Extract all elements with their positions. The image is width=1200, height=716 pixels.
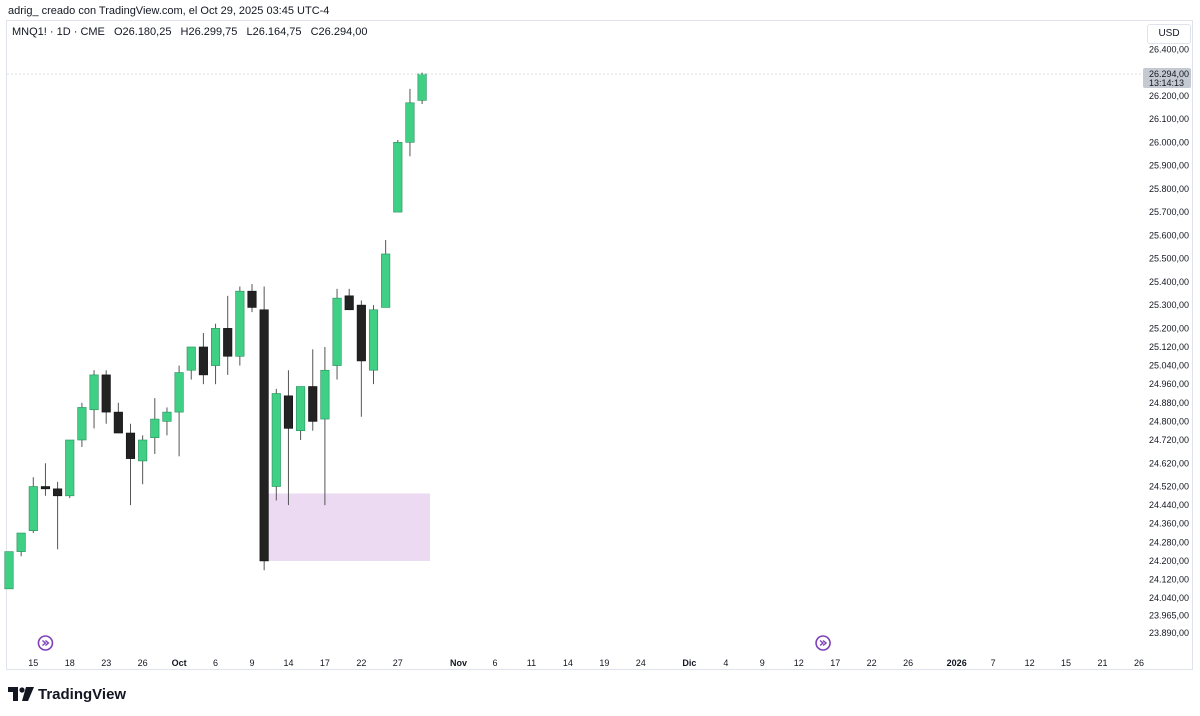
currency-button[interactable]: USD [1147,24,1191,44]
ohlc-open: O26.180,25 [113,26,172,38]
ohlc-close: C26.294,00 [310,26,368,38]
ohlc-low: L26.164,75 [246,26,302,38]
symbol-legend: MNQ1! · 1D · CME O26.180,25 H26.299,75 L… [12,26,374,38]
symbol-label[interactable]: MNQ1! · 1D · CME [12,26,105,38]
chart-frame [6,20,1193,670]
chart-author-caption: adrig_ creado con TradingView.com, el Oc… [8,5,330,17]
ohlc-high: H26.299,75 [180,26,238,38]
tradingview-logo-icon [8,687,34,701]
tradingview-logo[interactable]: TradingView [8,684,126,704]
tradingview-logo-text: TradingView [38,685,127,703]
